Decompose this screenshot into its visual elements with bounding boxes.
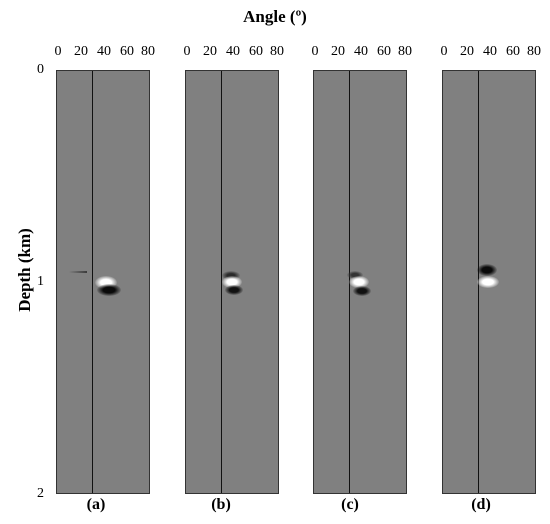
- x-tick-b-0: 0: [183, 44, 191, 59]
- x-tick-b-20: 20: [203, 44, 217, 59]
- panel-a: [56, 70, 150, 494]
- x-tick-d-80: 80: [527, 44, 541, 59]
- x-tick-d-40: 40: [483, 44, 497, 59]
- reflection-event: [97, 284, 121, 296]
- x-tick-b-40: 40: [226, 44, 240, 59]
- reflection-event: [69, 271, 87, 273]
- x-tick-a-40: 40: [97, 44, 111, 59]
- x-tick-c-0: 0: [311, 44, 319, 59]
- x-tick-c-60: 60: [377, 44, 391, 59]
- panel-c: [313, 70, 407, 494]
- x-tick-c-20: 20: [331, 44, 345, 59]
- x-tick-d-20: 20: [460, 44, 474, 59]
- reference-angle-line: [92, 71, 94, 493]
- x-tick-a-20: 20: [74, 44, 88, 59]
- reflection-event: [477, 264, 497, 276]
- figure-title: Angle (º): [243, 7, 307, 26]
- reflection-event: [347, 271, 363, 279]
- x-tick-a-60: 60: [120, 44, 134, 59]
- reflection-event: [222, 271, 240, 280]
- y-tick-2: 2: [37, 486, 44, 501]
- y-tick-1: 1: [37, 274, 44, 289]
- reference-angle-line: [221, 71, 223, 493]
- y-tick-0: 0: [37, 62, 44, 77]
- reflection-event: [225, 285, 243, 295]
- x-tick-a-80: 80: [141, 44, 155, 59]
- panel-c-label: (c): [341, 496, 359, 513]
- panel-a-label: (a): [86, 496, 106, 513]
- x-tick-d-60: 60: [506, 44, 520, 59]
- panel-d: [442, 70, 536, 494]
- reflection-event: [353, 286, 371, 296]
- panel-d-label: (d): [471, 496, 491, 513]
- x-tick-b-60: 60: [249, 44, 263, 59]
- x-tick-c-40: 40: [354, 44, 368, 59]
- y-axis-label: Depth (km): [15, 228, 34, 312]
- reflection-event: [477, 276, 499, 288]
- panel-b-label: (b): [211, 496, 231, 513]
- x-tick-a-0: 0: [54, 44, 62, 59]
- x-tick-d-0: 0: [440, 44, 448, 59]
- x-tick-b-80: 80: [270, 44, 284, 59]
- panel-b: [185, 70, 279, 494]
- reflection-event: [349, 276, 369, 288]
- x-tick-c-80: 80: [398, 44, 412, 59]
